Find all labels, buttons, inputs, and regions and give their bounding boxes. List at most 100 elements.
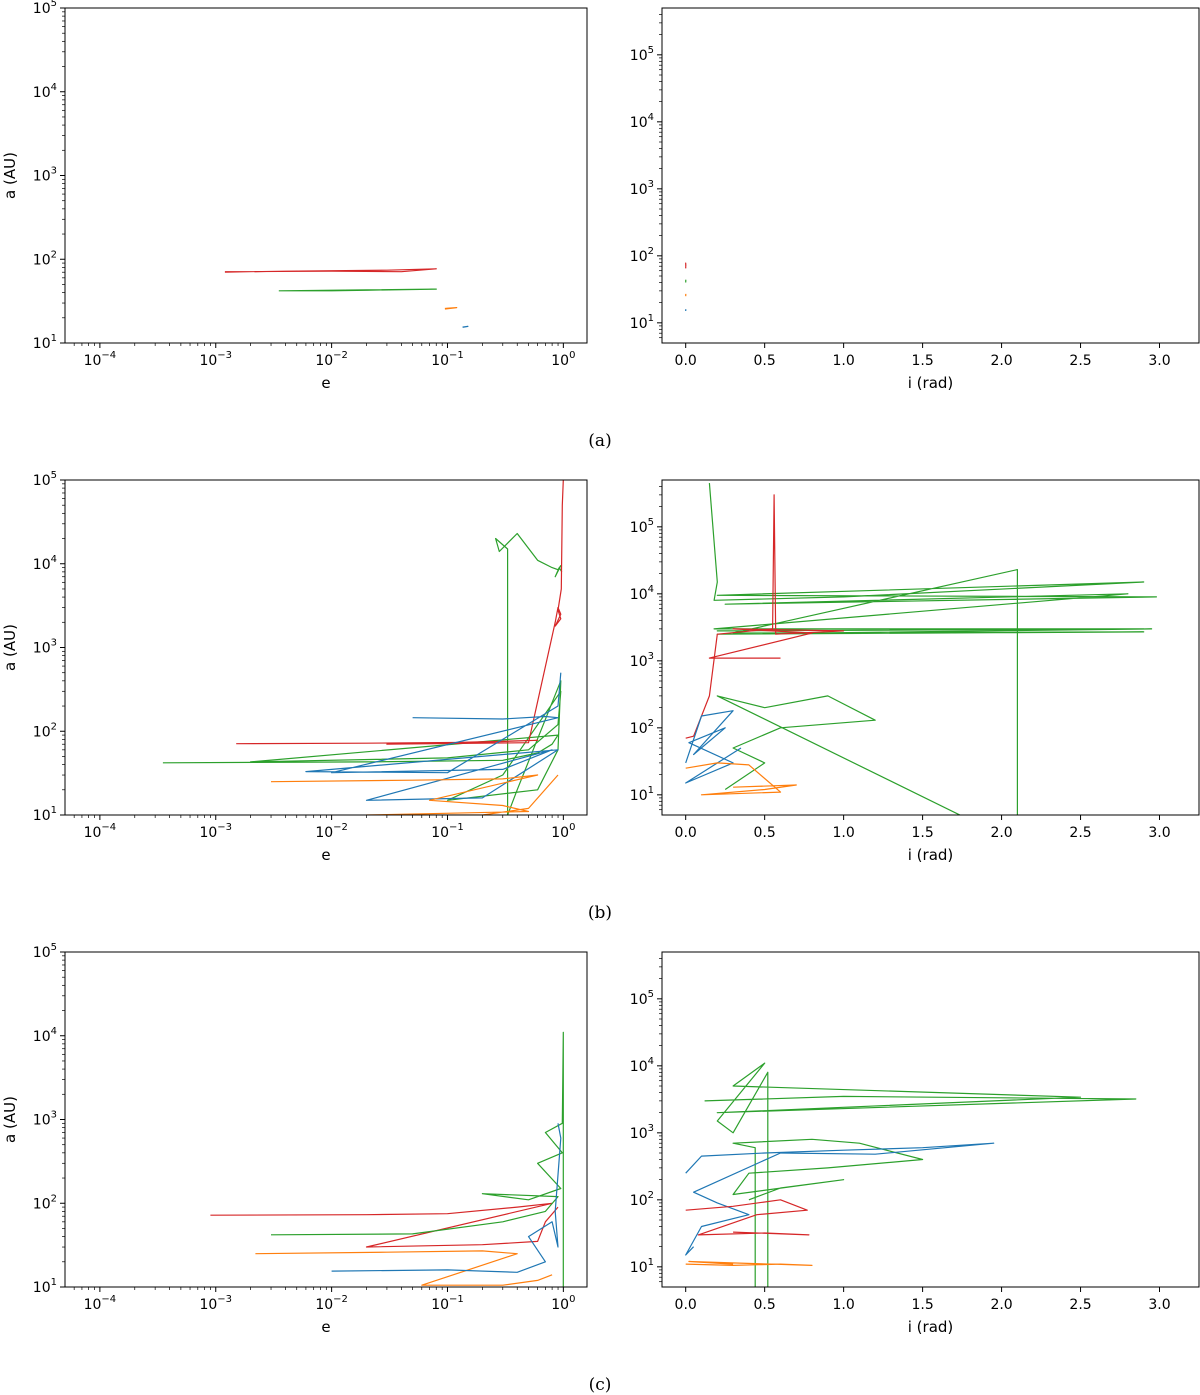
axes-frame: [661, 7, 1200, 344]
x-tick-label: 10−3: [199, 822, 232, 841]
series-line-orange: [685, 762, 797, 796]
y-tick-label: 102: [630, 1190, 654, 1209]
x-tick-label: 10−1: [431, 822, 464, 841]
x-axis-label: i (rad): [908, 846, 954, 864]
series-line-orange: [685, 1260, 813, 1267]
y-tick-label: 102: [33, 249, 57, 268]
y-tick-label: 105: [630, 989, 654, 1008]
caption-c: (c): [589, 1375, 612, 1395]
series-line-blue: [305, 672, 562, 801]
x-tick-label: 1.0: [832, 353, 854, 369]
series-line-orange: [270, 774, 559, 815]
y-axis-label: a (AU): [1, 152, 19, 199]
series-group: [224, 268, 469, 328]
series-line-red: [210, 1202, 559, 1248]
x-tick-label: 1.5: [911, 825, 933, 841]
y-tick-label: 101: [630, 785, 654, 804]
x-tick-label: 10−2: [315, 1294, 348, 1313]
y-tick-label: 101: [630, 313, 654, 332]
x-tick-label: 10−2: [315, 350, 348, 369]
x-tick-label: 2.5: [1069, 353, 1091, 369]
axes-frame: [661, 951, 1200, 1288]
y-tick-label: 105: [630, 517, 654, 536]
series-line-red: [685, 1199, 810, 1236]
plots-layer: 10−4 10−3 10−2 10−1 100 101 102 103 104 105 e a (AU…: [1, 0, 1200, 1336]
x-axis-label: i (rad): [908, 374, 954, 392]
x-tick-label: 10−3: [199, 350, 232, 369]
x-axis-label: e: [321, 1318, 330, 1336]
y-tick-label: 101: [630, 1257, 654, 1276]
x-tick-label: 0.5: [754, 353, 776, 369]
x-tick-label: 100: [551, 350, 575, 369]
series-line-orange: [255, 1250, 553, 1286]
x-tick-label: 10−1: [431, 350, 464, 369]
series-line-blue: [331, 1123, 562, 1273]
series-line-blue: [685, 1142, 995, 1256]
x-tick-label: 10−1: [431, 1294, 464, 1313]
series-group: [162, 480, 564, 815]
series-line-green: [162, 532, 563, 815]
x-tick-label: 2.5: [1069, 1297, 1091, 1313]
x-tick-label: 0.0: [675, 1297, 697, 1313]
series-line-blue: [462, 325, 469, 328]
caption-a: (a): [588, 431, 611, 451]
y-tick-label: 102: [630, 246, 654, 265]
x-tick-label: 0.0: [675, 353, 697, 369]
x-tick-label: 3.0: [1148, 353, 1170, 369]
series-group: [685, 483, 1158, 815]
y-tick-label: 101: [33, 333, 57, 352]
y-tick-label: 103: [630, 179, 654, 198]
series-line-blue: [685, 710, 742, 784]
x-tick-label: 2.0: [990, 353, 1012, 369]
y-tick-label: 105: [33, 942, 57, 961]
y-tick-label: 105: [33, 0, 57, 17]
series-line-green: [278, 288, 437, 292]
axes-frame: [661, 479, 1200, 816]
x-tick-label: 10−4: [84, 822, 117, 841]
y-axis-label: a (AU): [1, 624, 19, 671]
x-tick-label: 2.5: [1069, 825, 1091, 841]
series-line-red: [236, 480, 564, 745]
chart-b-right: 0.0 0.5 1.0 1.5 2.0 2.5 3.0 101 102 103 104 105 i (r…: [630, 479, 1200, 864]
x-tick-label: 0.5: [754, 825, 776, 841]
y-tick-label: 104: [630, 1056, 654, 1075]
x-tick-label: 0.5: [754, 1297, 776, 1313]
x-tick-label: 100: [551, 1294, 575, 1313]
chart-c-left: 10−4 10−3 10−2 10−1 100 101 102 103 104 105 e a (AU…: [1, 942, 588, 1336]
x-tick-label: 0.0: [675, 825, 697, 841]
x-tick-label: 1.5: [911, 353, 933, 369]
caption-b: (b): [588, 903, 612, 923]
series-group: [210, 1031, 564, 1287]
x-tick-label: 10−2: [315, 822, 348, 841]
y-tick-label: 103: [630, 651, 654, 670]
y-tick-label: 105: [33, 470, 57, 489]
series-group: [685, 1062, 1137, 1287]
y-tick-label: 102: [33, 721, 57, 740]
y-tick-label: 104: [630, 584, 654, 603]
x-tick-label: 1.0: [832, 1297, 854, 1313]
y-tick-label: 102: [33, 1193, 57, 1212]
x-axis-label: i (rad): [908, 1318, 954, 1336]
y-tick-label: 103: [33, 166, 57, 185]
series-line-orange: [444, 307, 458, 310]
y-tick-label: 103: [630, 1123, 654, 1142]
axes-frame: [64, 479, 588, 816]
x-tick-label: 10−4: [84, 350, 117, 369]
series-line-red: [685, 494, 845, 739]
x-tick-label: 3.0: [1148, 1297, 1170, 1313]
y-tick-label: 104: [33, 82, 57, 101]
y-tick-label: 103: [33, 1110, 57, 1129]
chart-a-right: 0.0 0.5 1.0 1.5 2.0 2.5 3.0 101 102 103 104 105 i (r…: [630, 7, 1200, 392]
series-line-green: [270, 1031, 564, 1287]
x-tick-label: 3.0: [1148, 825, 1170, 841]
x-tick-label: 100: [551, 822, 575, 841]
y-tick-label: 102: [630, 718, 654, 737]
chart-b-left: 10−4 10−3 10−2 10−1 100 101 102 103 104 105 e a (AU…: [1, 470, 588, 864]
x-tick-label: 2.0: [990, 825, 1012, 841]
y-tick-label: 103: [33, 638, 57, 657]
chart-c-right: 0.0 0.5 1.0 1.5 2.0 2.5 3.0 101 102 103 104 105 i (r…: [630, 951, 1200, 1336]
y-tick-label: 101: [33, 1277, 57, 1296]
x-axis-label: e: [321, 374, 330, 392]
chart-a-left: 10−4 10−3 10−2 10−1 100 101 102 103 104 105 e a (AU…: [1, 0, 588, 392]
axes-frame: [64, 7, 588, 344]
